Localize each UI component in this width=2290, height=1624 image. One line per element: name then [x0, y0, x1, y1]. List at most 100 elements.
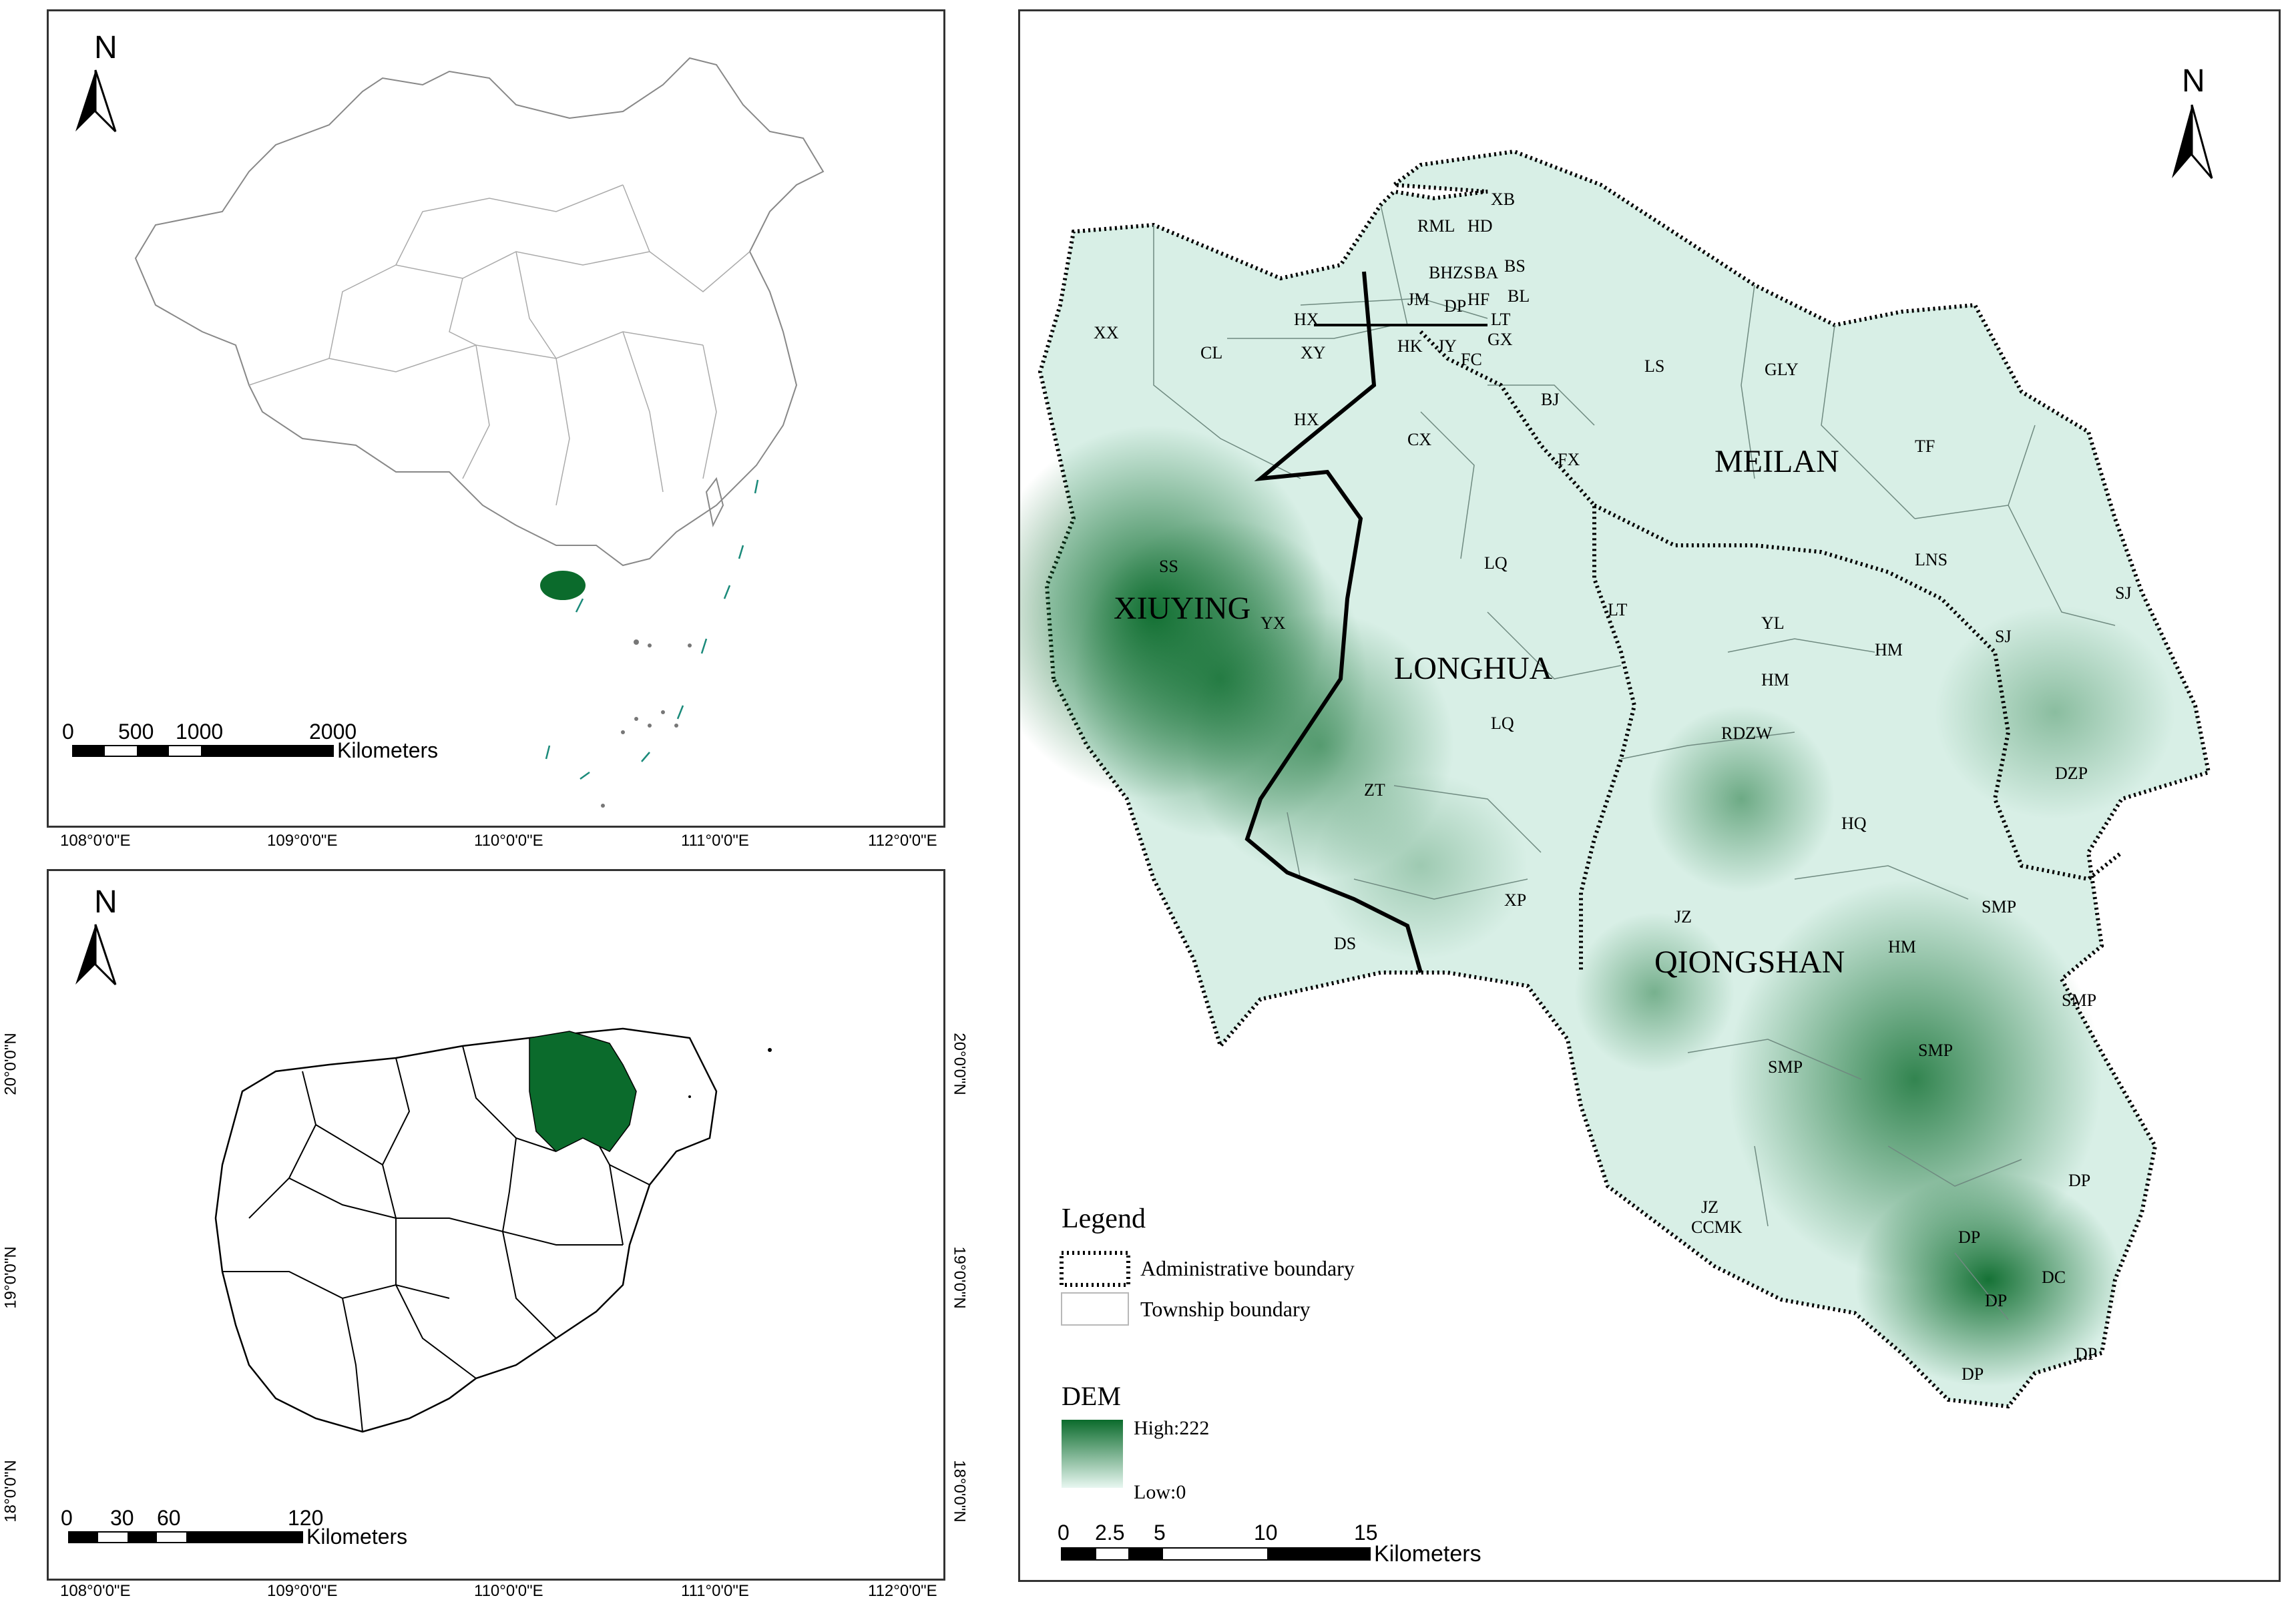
township-label: GLY — [1765, 360, 1799, 379]
map-label: 1000 — [176, 720, 223, 744]
township-label: LQ — [1491, 714, 1514, 733]
township-label: LNS — [1915, 550, 1948, 569]
district-label: MEILAN — [1714, 444, 1839, 479]
scale-unit: Kilometers — [1374, 1541, 1481, 1567]
township-label: YX — [1261, 613, 1286, 633]
map-label: Low:0 — [1134, 1481, 1186, 1503]
township-label: XB — [1491, 190, 1515, 209]
township-label: TF — [1915, 437, 1935, 456]
north-arrow-icon — [75, 69, 117, 133]
china-overview-panel: N — [47, 9, 945, 828]
china-map: N — [62, 30, 825, 808]
district-labels: XIUYING LONGHUA MEILAN QIONGSHAN — [1114, 444, 1845, 980]
township-label: CCMK — [1691, 1217, 1743, 1237]
haikou-dem-map: N — [980, 63, 2213, 1567]
china-outline — [134, 57, 825, 567]
north-label: N — [2182, 63, 2205, 99]
map-label: 0 — [62, 720, 74, 744]
township-label: XP — [1504, 890, 1526, 910]
dem-shading — [980, 425, 2175, 1386]
township-label: DZP — [2055, 764, 2088, 783]
township-label: HD — [1467, 216, 1493, 236]
township-label: SJ — [2115, 583, 2132, 603]
map-label: High:222 — [1134, 1417, 1209, 1439]
township-label: CL — [1200, 343, 1222, 362]
township-label: SMP — [2062, 991, 2096, 1010]
township-label: CX — [1407, 430, 1431, 449]
township-label: JZ — [1701, 1197, 1719, 1217]
township-label: JY — [1437, 336, 1457, 356]
scale-bar: 0 30 60 120 Kilometers — [61, 1506, 407, 1549]
township-label: RML — [1417, 216, 1455, 236]
township-label: HM — [1888, 937, 1916, 957]
district-boundaries — [1244, 271, 2123, 973]
map-label: 500 — [118, 720, 154, 744]
hainan-map: N 0 30 60 120 — [61, 884, 772, 1549]
map-label: 120 — [288, 1506, 323, 1530]
nine-dash-line — [545, 479, 759, 780]
township-label: BL — [1508, 286, 1530, 306]
map-label: 2.5 — [1095, 1521, 1124, 1545]
township-label: HK — [1397, 336, 1423, 356]
district-label: XIUYING — [1114, 591, 1250, 626]
township-label: ZS — [1453, 263, 1473, 282]
scale-bar: 0 2.5 5 10 15 Kilometers — [1058, 1521, 1481, 1567]
township-label: DS — [1334, 934, 1356, 953]
township-label: HM — [1875, 640, 1903, 659]
map-label: 60 — [157, 1506, 181, 1530]
north-arrow-icon — [75, 924, 117, 986]
township-label: BJ — [1541, 390, 1559, 409]
township-label: ZT — [1364, 780, 1385, 800]
district-label: QIONGSHAN — [1654, 944, 1845, 980]
township-label: BA — [1474, 263, 1498, 282]
township-label: HM — [1761, 670, 1789, 690]
township-label: SMP — [1768, 1057, 1803, 1077]
township-label: RDZW — [1721, 724, 1773, 743]
township-labels: XB RML HD BH ZS BA BS JM DP HF BL LT HX … — [1094, 190, 2132, 1384]
district-label: LONGHUA — [1394, 651, 1553, 686]
hainan-highlight — [540, 571, 586, 600]
township-label: XX — [1094, 323, 1119, 342]
township-label: SS — [1159, 557, 1178, 576]
township-label: LQ — [1484, 553, 1508, 573]
township-label: FC — [1461, 350, 1482, 369]
north-label: N — [94, 884, 118, 920]
township-label: DP — [2068, 1171, 2090, 1190]
scale-unit: Kilometers — [337, 738, 438, 762]
township-label: SMP — [1982, 897, 2016, 916]
township-label: DP — [1962, 1364, 1984, 1384]
township-label: JZ — [1674, 907, 1692, 926]
township-label: LS — [1644, 356, 1664, 376]
map-label: Township boundary — [1140, 1297, 1311, 1321]
township-label: JM — [1407, 290, 1429, 309]
map-label: Administrative boundary — [1140, 1256, 1355, 1280]
scale-bar: 0 500 1000 2000 Kilometers — [62, 720, 438, 762]
map-label: DEM — [1062, 1381, 1121, 1411]
township-label: HX — [1294, 410, 1319, 429]
township-label: BH — [1429, 263, 1453, 282]
township-label: YL — [1761, 613, 1785, 633]
township-label: SJ — [1995, 627, 2012, 646]
township-label: SMP — [1918, 1041, 1953, 1060]
township-label: DC — [2042, 1268, 2066, 1287]
map-label: 5 — [1154, 1521, 1166, 1545]
map-label: Legend — [1062, 1203, 1146, 1234]
township-label: HX — [1294, 310, 1319, 329]
haikou-highlight — [529, 1031, 637, 1152]
township-label: HF — [1467, 290, 1490, 309]
township-label: DP — [1985, 1291, 2007, 1310]
scale-unit: Kilometers — [306, 1525, 407, 1549]
map-label: 2000 — [309, 720, 357, 744]
hainan-panel: N 0 30 60 120 — [47, 869, 945, 1581]
province-lines — [248, 184, 750, 506]
township-label: GX — [1487, 330, 1513, 349]
township-label: DP — [1958, 1228, 1980, 1247]
map-label: 0 — [61, 1506, 73, 1530]
township-label: XY — [1301, 343, 1326, 362]
map-label: 0 — [1058, 1521, 1070, 1545]
map-label: 15 — [1354, 1521, 1378, 1545]
township-label: DP — [1444, 296, 1466, 316]
map-label: 10 — [1254, 1521, 1278, 1545]
township-label: LT — [1608, 600, 1627, 619]
islands — [601, 639, 692, 808]
